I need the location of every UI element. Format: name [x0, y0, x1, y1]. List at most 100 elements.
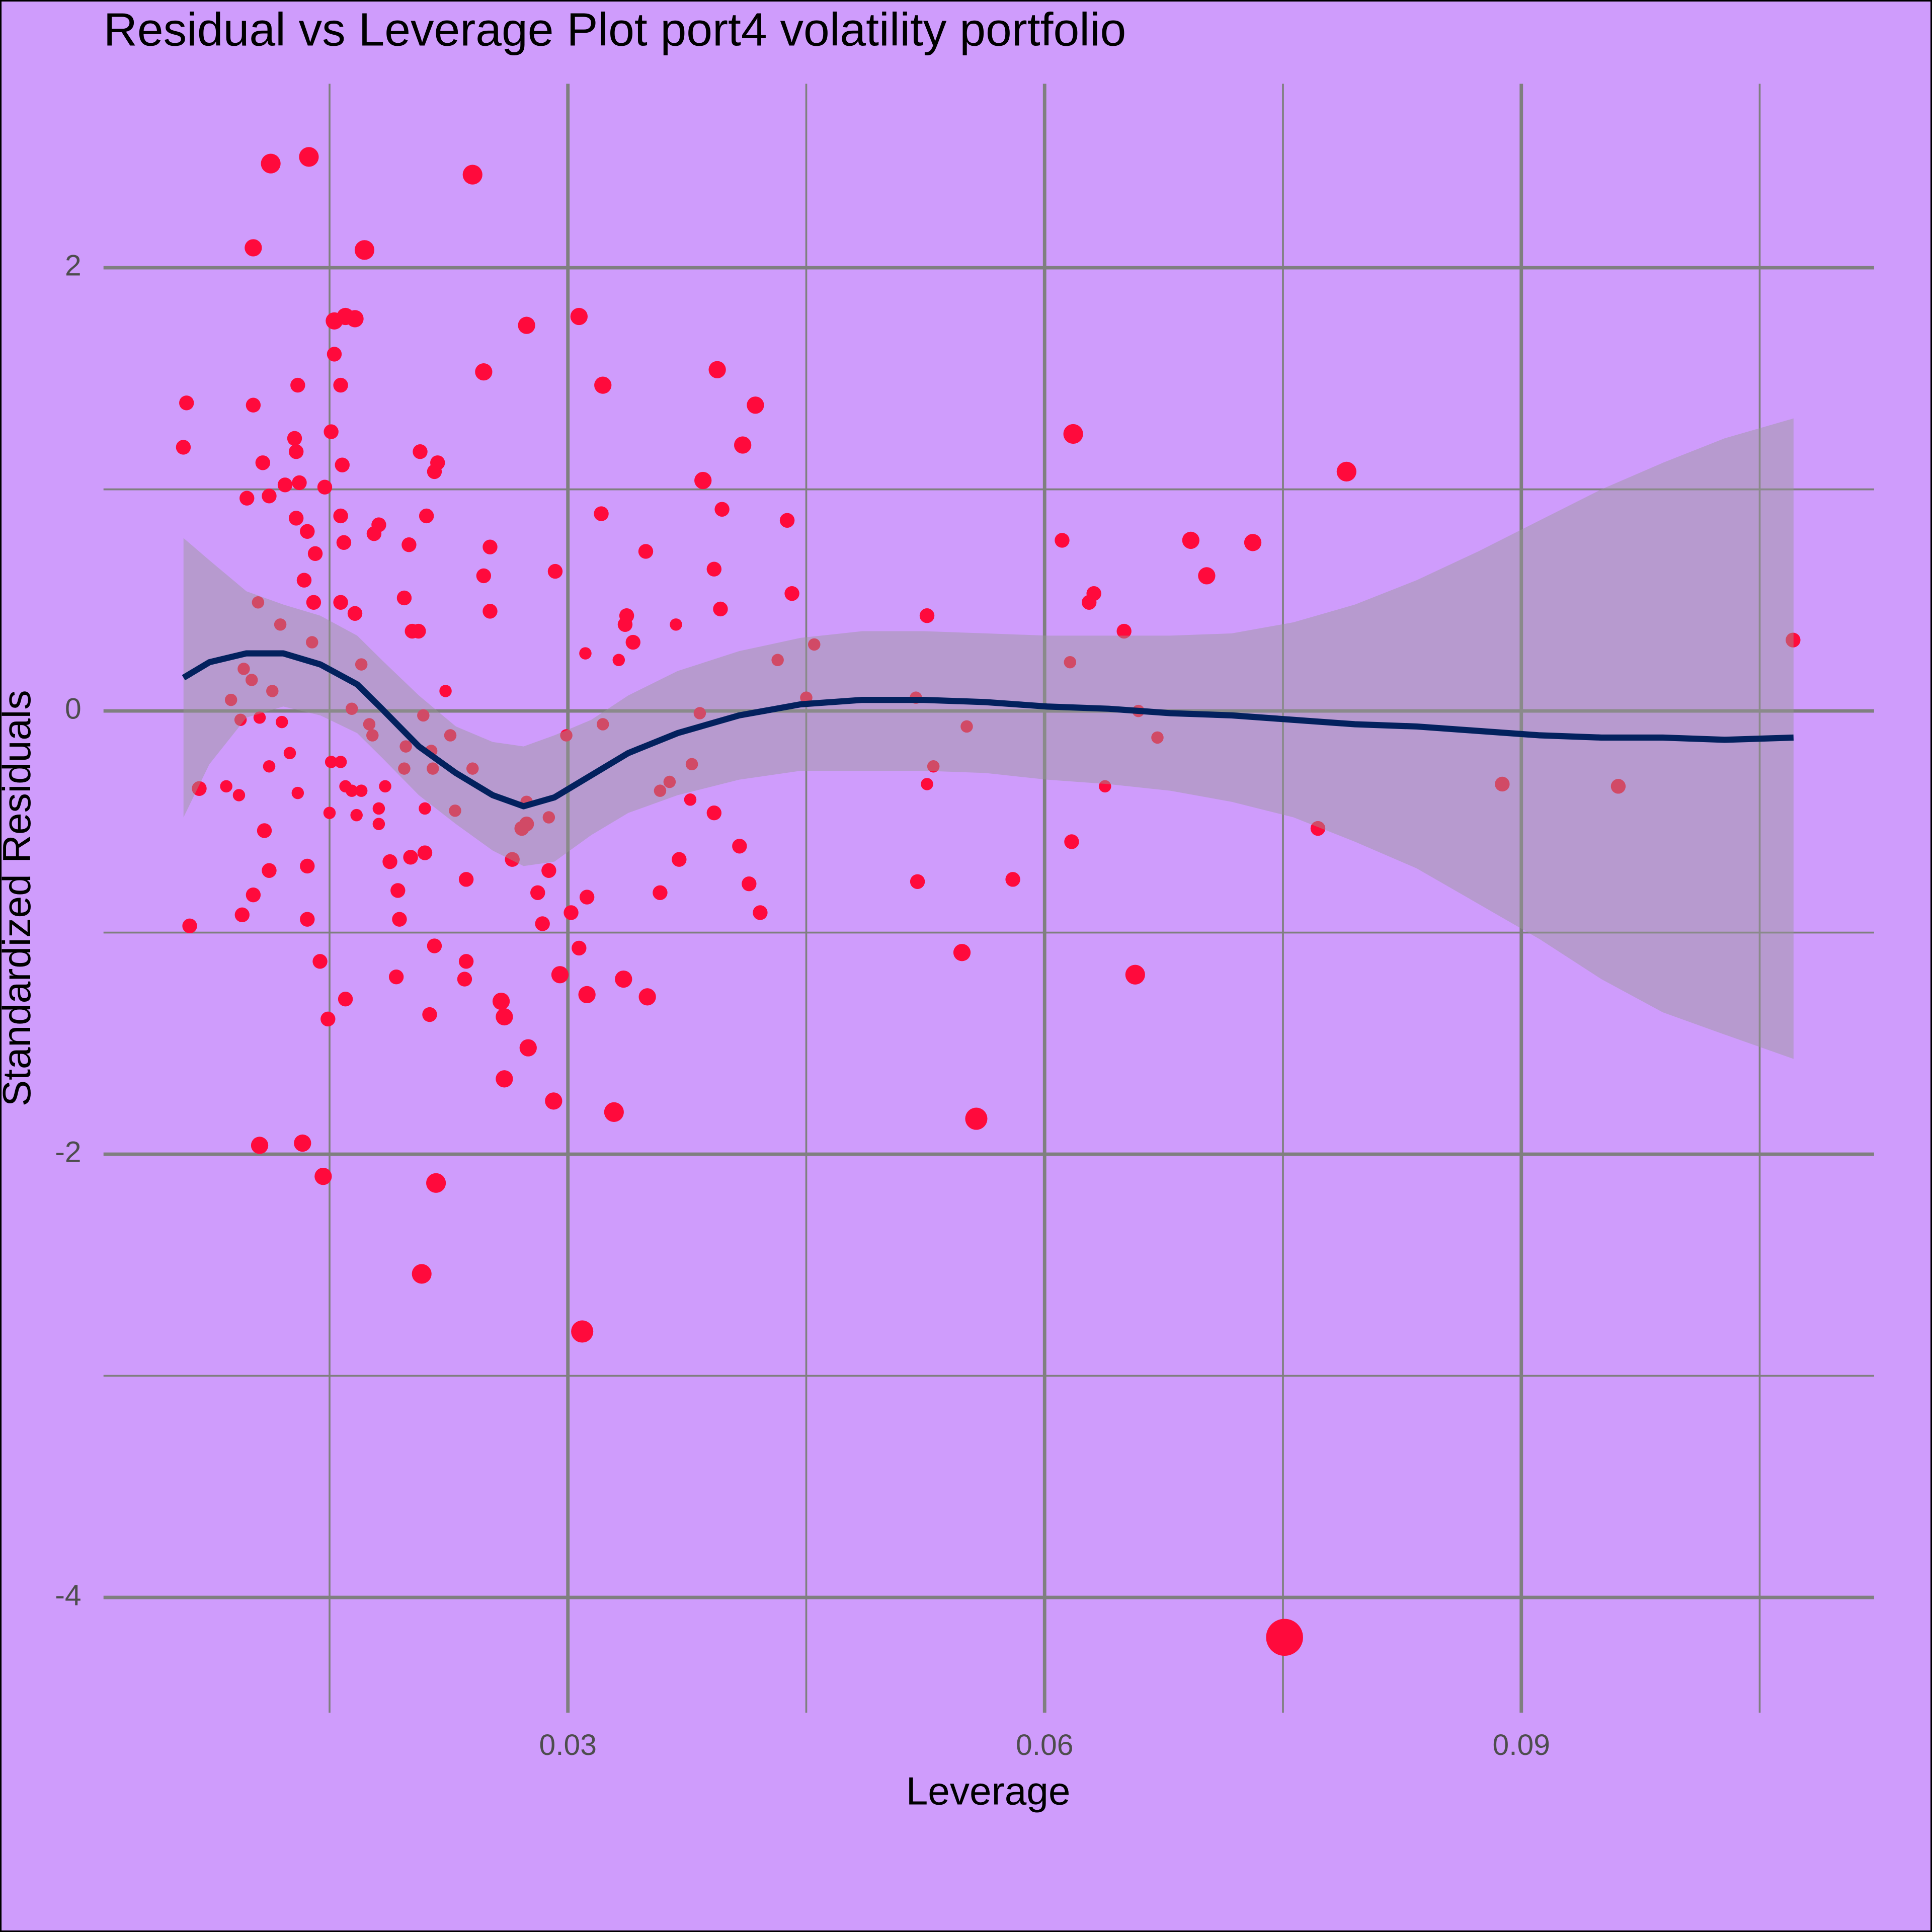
point: [430, 455, 445, 470]
point: [355, 784, 368, 797]
point: [300, 912, 315, 927]
y-tick-label: 0: [65, 693, 82, 726]
point: [347, 606, 363, 621]
point: [413, 444, 428, 459]
point: [808, 638, 821, 651]
point: [496, 1070, 513, 1088]
point: [1086, 586, 1101, 601]
point: [444, 729, 457, 742]
point: [1495, 776, 1510, 792]
point: [466, 762, 479, 775]
point: [492, 992, 510, 1010]
point: [1310, 821, 1326, 836]
point: [338, 992, 353, 1007]
smooth-line: [182, 650, 1794, 810]
chart-title: Residual vs Leverage Plot port4 volatili…: [104, 4, 1126, 56]
point: [496, 1008, 513, 1026]
point: [612, 654, 625, 667]
point: [232, 789, 246, 801]
point: [604, 1102, 624, 1122]
point: [1266, 1619, 1303, 1656]
point: [1198, 567, 1216, 585]
point: [396, 590, 412, 606]
point: [579, 647, 592, 660]
point: [312, 954, 328, 969]
point: [234, 907, 250, 923]
point: [333, 595, 348, 610]
point: [412, 1264, 432, 1284]
point: [266, 685, 279, 697]
point: [291, 786, 304, 799]
point: [910, 874, 925, 889]
point: [323, 807, 336, 819]
point: [275, 715, 288, 729]
point: [399, 740, 412, 753]
point: [530, 885, 545, 900]
point: [747, 396, 764, 414]
point: [519, 817, 534, 832]
point: [234, 713, 247, 726]
point: [419, 508, 434, 524]
point: [317, 479, 333, 495]
point: [220, 780, 232, 793]
point: [224, 693, 237, 706]
point: [335, 457, 350, 472]
point: [252, 596, 265, 609]
point: [262, 863, 277, 878]
point: [708, 361, 726, 378]
point: [638, 988, 656, 1006]
point: [346, 310, 364, 328]
point: [345, 784, 358, 797]
point: [615, 970, 632, 988]
point: [1244, 534, 1262, 551]
point: [594, 376, 612, 394]
point: [307, 546, 323, 561]
point: [462, 165, 482, 185]
point: [960, 720, 973, 733]
point: [325, 756, 338, 768]
point: [327, 347, 342, 362]
point: [417, 845, 433, 860]
point: [706, 806, 722, 821]
labels: 0.03 0.06 0.09 -4 -2 0 2: [55, 250, 1550, 1762]
point: [246, 888, 261, 903]
point: [572, 940, 587, 956]
point: [542, 811, 555, 824]
point: [564, 905, 579, 920]
point: [382, 854, 397, 869]
x-tick-label: 0.03: [539, 1729, 597, 1761]
y-tick-label: 2: [65, 250, 82, 282]
point: [596, 718, 609, 731]
point: [1055, 533, 1070, 548]
point: [300, 524, 315, 539]
point: [262, 489, 277, 504]
point: [965, 1107, 988, 1130]
point: [398, 762, 411, 775]
point: [324, 424, 339, 439]
point: [245, 674, 258, 686]
point: [927, 760, 940, 773]
x-tick-label: 0.06: [1016, 1729, 1073, 1761]
point: [355, 658, 368, 671]
point: [476, 568, 492, 584]
point: [372, 802, 385, 815]
point: [732, 839, 747, 854]
point: [287, 431, 302, 446]
point: [482, 604, 498, 619]
point: [547, 564, 563, 579]
point: [251, 1137, 269, 1154]
point: [345, 702, 358, 715]
point: [292, 475, 307, 491]
point: [403, 850, 418, 865]
point: [518, 316, 535, 334]
point: [625, 634, 640, 650]
point: [638, 544, 654, 559]
point: [296, 573, 312, 588]
point: [578, 986, 596, 1004]
point: [426, 1173, 446, 1193]
point: [1611, 779, 1626, 794]
point: [482, 539, 498, 554]
point: [314, 1167, 332, 1185]
point: [519, 1039, 537, 1057]
point: [288, 511, 304, 526]
